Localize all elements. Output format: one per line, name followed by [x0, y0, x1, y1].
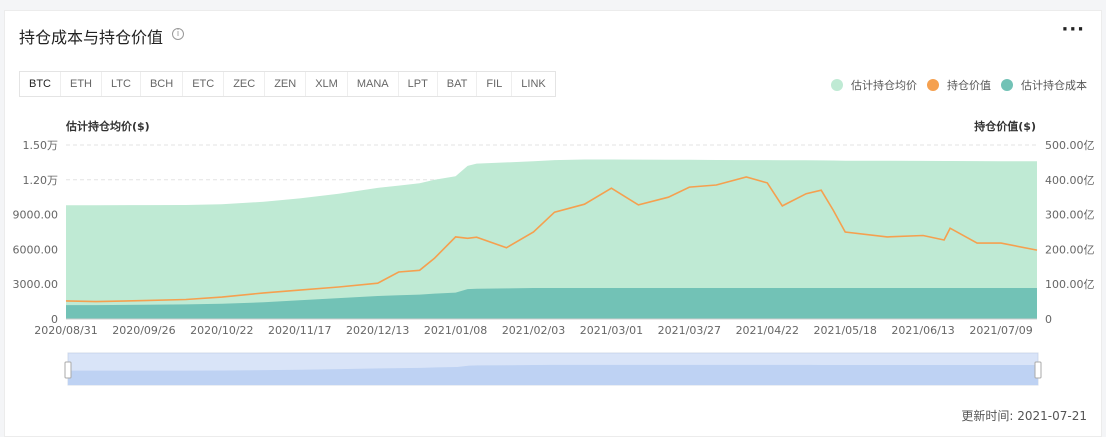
x-tick: 2020/09/26: [112, 324, 175, 337]
tab-link[interactable]: LINK: [521, 78, 546, 90]
area-position-cost: [66, 288, 1037, 319]
x-tick: 2020/12/13: [346, 324, 409, 337]
legend-label[interactable]: 持仓价值: [947, 79, 991, 92]
legend-dot-icon[interactable]: [927, 79, 939, 91]
y-tick-left: 1.20万: [23, 174, 59, 187]
zoom-handle-left[interactable]: [64, 361, 72, 379]
tab-btc[interactable]: BTC: [20, 72, 61, 96]
y-tick-left: 0: [51, 313, 58, 326]
x-tick: 2021/03/01: [580, 324, 643, 337]
y-axis-title-right: 持仓价值($): [974, 119, 1036, 133]
y-tick-left: 1.50万: [23, 139, 59, 152]
tab-zen[interactable]: ZEN: [265, 72, 307, 96]
x-tick: 2021/05/18: [813, 324, 876, 337]
tab-mana[interactable]: MANA: [348, 72, 399, 96]
more-dots-icon[interactable]: ···: [1061, 19, 1085, 40]
x-tick: 2020/08/31: [34, 324, 97, 337]
tab-bat[interactable]: BAT: [438, 72, 478, 96]
y-tick-right: 200.00亿: [1045, 243, 1095, 256]
y-tick-left: 6000.00: [13, 243, 59, 256]
update-time: 更新时间: 2021-07-21: [961, 409, 1087, 423]
y-axis-title-left: 估计持仓均价($): [65, 119, 150, 133]
card-title: 持仓成本与持仓价值: [19, 28, 164, 47]
y-tick-right: 500.00亿: [1045, 139, 1095, 152]
x-tick: 2021/03/27: [658, 324, 721, 337]
x-tick: 2020/11/17: [268, 324, 331, 337]
legend-dot-icon[interactable]: [831, 79, 843, 91]
x-tick: 2021/04/22: [736, 324, 799, 337]
zoom-handle-right[interactable]: [1034, 361, 1042, 379]
tab-lpt[interactable]: LPT: [399, 72, 438, 96]
y-tick-right: 400.00亿: [1045, 174, 1095, 187]
y-tick-right: 0: [1045, 313, 1052, 326]
x-tick: 2021/02/03: [502, 324, 565, 337]
x-tick: 2021/06/13: [891, 324, 954, 337]
y-tick-right: 100.00亿: [1045, 278, 1095, 291]
tab-ltc[interactable]: LTC: [102, 72, 141, 96]
x-tick: 2020/10/22: [190, 324, 253, 337]
tab-fil[interactable]: FIL: [477, 72, 513, 96]
line-position-value: [65, 176, 1038, 303]
tab-eth[interactable]: ETH: [61, 72, 102, 96]
y-tick-left: 9000.00: [13, 209, 59, 222]
x-tick: 2021/01/08: [424, 324, 487, 337]
legend-label[interactable]: 估计持仓均价: [851, 79, 917, 92]
y-tick-right: 300.00亿: [1045, 209, 1095, 222]
coin-tabs: BTC ETH LTC BCH ETC ZEC ZEN XLM MANA LPT BAT FIL LIN…: [19, 71, 556, 97]
y-tick-left: 3000.00: [13, 278, 59, 291]
legend-label[interactable]: 估计持仓成本: [1021, 79, 1087, 92]
tab-xlm[interactable]: XLM: [306, 72, 348, 96]
legend: 估计持仓均价 持仓价值 估计持仓成本: [821, 77, 1087, 93]
tab-etc[interactable]: ETC: [183, 72, 225, 96]
tab-bch[interactable]: BCH: [141, 72, 184, 96]
tab-zec[interactable]: ZEC: [224, 72, 266, 96]
x-tick: 2021/07/09: [969, 324, 1032, 337]
zoom-slider-selection: [68, 353, 1038, 385]
zoom-slider-preview: [68, 364, 1038, 385]
legend-dot-icon[interactable]: [1001, 79, 1013, 91]
info-circle-icon[interactable]: i: [172, 28, 184, 40]
